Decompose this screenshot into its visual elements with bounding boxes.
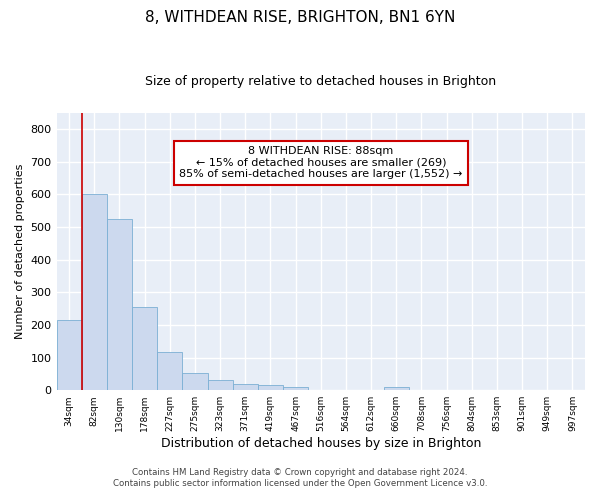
Text: 8 WITHDEAN RISE: 88sqm
← 15% of detached houses are smaller (269)
85% of semi-de: 8 WITHDEAN RISE: 88sqm ← 15% of detached… [179, 146, 463, 180]
Y-axis label: Number of detached properties: Number of detached properties [15, 164, 25, 339]
X-axis label: Distribution of detached houses by size in Brighton: Distribution of detached houses by size … [161, 437, 481, 450]
Bar [182, 373, 208, 390]
Bar [383, 387, 409, 390]
Bar [233, 384, 258, 390]
Bar [208, 380, 233, 390]
Bar [132, 307, 157, 390]
Text: 8, WITHDEAN RISE, BRIGHTON, BN1 6YN: 8, WITHDEAN RISE, BRIGHTON, BN1 6YN [145, 10, 455, 25]
Bar [283, 387, 308, 390]
Bar [56, 320, 82, 390]
Bar [107, 219, 132, 390]
Bar [258, 385, 283, 390]
Bar [157, 352, 182, 390]
Text: Contains HM Land Registry data © Crown copyright and database right 2024.
Contai: Contains HM Land Registry data © Crown c… [113, 468, 487, 487]
Title: Size of property relative to detached houses in Brighton: Size of property relative to detached ho… [145, 75, 496, 88]
Bar [82, 194, 107, 390]
